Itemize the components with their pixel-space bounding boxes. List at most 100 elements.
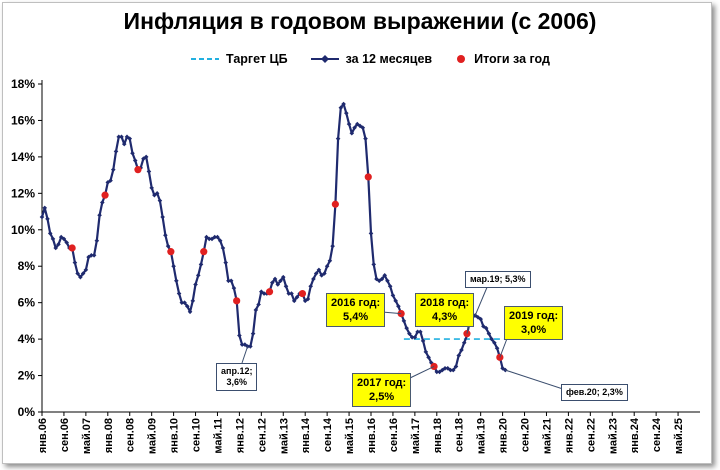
series-point-12m [261,291,267,296]
chart-title: Инфляция в годовом выражении (с 2006) [123,8,597,34]
annual-marker [331,200,339,208]
series-point-12m [415,329,420,335]
annual-marker [200,248,208,256]
series-point-12m [190,298,196,304]
series-point-12m [396,304,401,309]
x-tick-label: янв.12 [234,418,246,453]
series-point-12m [220,245,226,251]
series-point-12m [338,105,344,110]
series-point-12m [149,185,154,191]
annual-marker [68,244,76,252]
x-tick-label: сен.10 [191,418,203,452]
series-point-12m [409,334,415,340]
series-point-12m [179,300,185,305]
x-tick-label: янв.22 [563,418,575,453]
series-point-12m [439,367,445,373]
series-point-12m [42,205,48,211]
callout-2019: 2019 год: 3,0% [504,306,564,340]
series-point-12m [212,234,218,240]
callout-apr12-line1: апр.12; [221,366,253,376]
series-point-12m [72,260,78,265]
series-point-12m [97,212,102,218]
callout-2016-line2: 5,4% [343,311,369,323]
series-point-12m [437,369,442,375]
callout-2017-line1: 2017 год: [357,377,407,389]
series-point-12m [176,291,182,296]
series-point-12m [198,262,204,267]
x-tick-label: янв.08 [103,418,115,453]
series-point-12m [86,254,91,260]
series-point-12m [450,367,456,373]
series-point-12m [322,271,327,276]
series-point-12m [327,258,333,264]
legend-item-monthly: за 12 месяцев [310,52,432,66]
y-tick-label: 4% [18,332,36,346]
series-point-12m [418,329,423,335]
series-point-12m [319,273,324,278]
series-point-12m [119,134,124,140]
series-point-12m [195,273,201,278]
series-point-12m [248,344,253,349]
x-tick-label: май.17 [410,418,422,454]
x-tick-label: янв.06 [37,418,49,453]
leader-2016 [381,311,402,315]
series-point-12m [289,291,294,296]
series-point-12m [404,325,409,331]
series-point-12m [368,231,374,236]
leader-apr12 [241,346,249,364]
series-point-12m [371,262,377,267]
series-point-12m [489,336,494,342]
series-point-12m [253,307,259,313]
series-point-12m [110,167,116,172]
series-point-12m [50,236,56,242]
series-point-12m [335,136,341,141]
series-point-12m [442,365,448,371]
x-tick-label: янв.20 [498,418,510,453]
x-tick-label: янв.10 [169,418,181,453]
series-point-12m [113,149,119,154]
x-tick-label: сен.18 [454,418,466,452]
series-point-12m [61,236,67,242]
series-point-12m [434,369,440,375]
series-point-12m [294,294,300,300]
callout-mar19: мар.19; 5,3% [465,271,531,288]
y-tick-label: 12% [11,186,35,200]
series-point-12m [478,316,483,322]
series-point-12m [154,191,160,196]
x-tick-label: май.09 [147,418,159,454]
series-point-12m [174,278,179,284]
series-point-12m [407,331,412,336]
x-tick-label: сен.12 [256,418,268,452]
series-point-12m [354,121,360,127]
series-point-12m [344,110,349,116]
series-point-12m [308,283,313,289]
series-point-12m [311,276,316,282]
series-point-12m [483,325,489,331]
annual-marker [265,288,274,296]
series-point-12m [475,314,481,320]
series-point-12m [56,242,61,247]
annual-marker [101,191,109,199]
series-point-12m [360,125,366,131]
series-point-12m [349,130,355,136]
x-tick-label: май.21 [541,418,553,454]
x-tick-label: май.15 [344,418,356,454]
series-point-12m [302,298,308,304]
series-point-12m [64,240,69,245]
callout-2017-line2: 2,5% [369,391,395,403]
y-tick-label: 2% [18,369,36,383]
series-point-12m [453,364,459,369]
series-point-12m [223,260,228,265]
series-point-12m [141,156,146,162]
series-point-12m [500,365,505,371]
legend-annual-swatch [457,55,466,63]
legend: Таргет ЦБ за 12 месяцев Итоги за год [190,50,550,68]
series-point-12m [382,273,388,278]
series-point-12m [239,342,245,347]
series-point-12m [363,136,368,141]
series-point-12m [231,285,237,291]
series-point-12m [448,367,453,373]
series-point-12m [53,245,59,251]
callout-2018-line2: 4,3% [432,311,458,323]
series-point-12m [89,252,94,258]
